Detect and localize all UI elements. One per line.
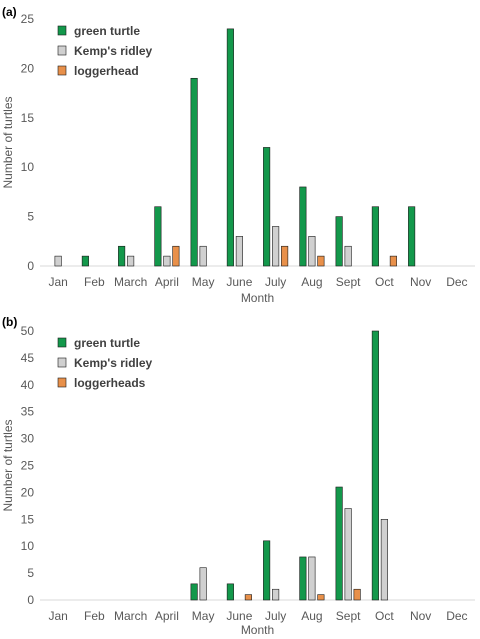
panel-b-chart: (b) Number of turtles Month 0 5 10 15 20 25 30 35 4…	[1, 315, 475, 637]
x-tick-label: March	[114, 275, 147, 289]
y-tick-label: 25	[21, 12, 35, 26]
bar-green-turtle-march	[118, 245, 126, 267]
y-tick-label: 30	[21, 432, 35, 446]
x-tick-label: April	[155, 609, 179, 623]
x-tick-label: Aug	[301, 275, 322, 289]
bar-loggerhead-aug	[317, 255, 325, 267]
y-tick-label: 20	[21, 61, 35, 75]
y-axis-title: Number of turtles	[1, 419, 15, 511]
panel-a-chart: (a) Number of turtles Month 0 5 10 15 20 25 Jan Fe…	[1, 5, 475, 305]
legend-entry: green turtle	[74, 24, 140, 38]
x-tick-label: Aug	[301, 609, 322, 623]
x-tick-label: Nov	[410, 275, 431, 289]
x-tick-label: Sept	[336, 275, 361, 289]
bar-green-turtle-sept	[335, 486, 343, 601]
bar-kemp-s-ridley-may	[199, 567, 207, 601]
y-tick-label: 5	[27, 566, 34, 580]
x-axis-title: Month	[241, 623, 274, 637]
x-tick-label: July	[265, 609, 286, 623]
y-tick-label: 45	[21, 351, 35, 365]
x-tick-label: Feb	[84, 609, 105, 623]
y-tick-label: 35	[21, 405, 35, 419]
x-tick-label: March	[114, 609, 147, 623]
x-tick-label: May	[192, 275, 215, 289]
bar-green-turtle-july	[263, 540, 271, 601]
y-tick-label: 0	[27, 259, 34, 273]
y-tick-label: 40	[21, 378, 35, 392]
x-tick-label: Feb	[84, 275, 105, 289]
bar-kemp-s-ridley-april	[163, 255, 171, 267]
x-tick-label: Jan	[48, 275, 67, 289]
x-tick-label: Dec	[446, 609, 467, 623]
x-tick-label: Oct	[375, 275, 394, 289]
bar-green-turtle-oct	[371, 206, 379, 267]
y-tick-label: 10	[21, 539, 35, 553]
x-tick-label: Oct	[375, 609, 394, 623]
bar-kemp-s-ridley-oct	[380, 518, 388, 601]
bar-kemp-s-ridley-july	[272, 588, 280, 601]
bar-green-turtle-april	[154, 206, 162, 267]
y-tick-label: 10	[21, 160, 35, 174]
legend-swatch	[57, 45, 67, 56]
bar-green-turtle-feb	[81, 255, 89, 267]
panel-label: (a)	[2, 5, 17, 19]
bar-kemp-s-ridley-jan	[54, 255, 62, 267]
bar-loggerheads-june	[244, 594, 252, 601]
legend-swatch	[57, 65, 67, 76]
bar-kemp-s-ridley-sept	[344, 245, 352, 267]
y-axis-title: Number of turtles	[1, 96, 15, 188]
x-tick-label: June	[226, 275, 252, 289]
y-tick-label: 0	[27, 593, 34, 607]
x-axis-title: Month	[241, 291, 274, 305]
legend-swatch	[57, 337, 67, 348]
bar-green-turtle-aug	[299, 186, 307, 267]
x-tick-label: Sept	[336, 609, 361, 623]
x-tick-label: July	[265, 275, 286, 289]
bar-kemp-s-ridley-may	[199, 245, 207, 267]
legend-swatch	[57, 377, 67, 388]
y-tick-label: 20	[21, 485, 35, 499]
bar-kemp-s-ridley-sept	[344, 508, 352, 601]
bar-green-turtle-oct	[371, 330, 379, 601]
legend-entry: loggerhead	[74, 64, 139, 78]
x-tick-label: June	[226, 609, 252, 623]
bar-green-turtle-sept	[335, 216, 343, 267]
x-tick-label: Jan	[48, 609, 67, 623]
x-tick-label: Dec	[446, 275, 467, 289]
x-tick-label: May	[192, 609, 215, 623]
legend-entry: green turtle	[74, 336, 140, 350]
x-tick-label: April	[155, 275, 179, 289]
legend-entry: Kemp's ridley	[74, 356, 153, 370]
legend-swatch	[57, 357, 67, 368]
y-tick-label: 25	[21, 459, 35, 473]
bar-loggerhead-july	[281, 245, 289, 267]
bar-kemp-s-ridley-june	[235, 236, 243, 267]
bar-kemp-s-ridley-aug	[308, 236, 316, 267]
bar-green-turtle-july	[263, 147, 271, 267]
bar-loggerhead-april	[172, 245, 180, 267]
bar-kemp-s-ridley-march	[127, 255, 135, 267]
y-tick-label: 15	[21, 111, 35, 125]
bar-loggerhead-oct	[389, 255, 397, 267]
bar-green-turtle-aug	[299, 556, 307, 601]
y-tick-label: 5	[27, 210, 34, 224]
bar-green-turtle-may	[190, 583, 198, 601]
bar-loggerheads-sept	[353, 588, 361, 601]
legend-swatch	[57, 25, 67, 36]
bar-green-turtle-nov	[408, 206, 416, 267]
panel-label: (b)	[2, 315, 17, 329]
bar-green-turtle-june	[226, 28, 234, 267]
y-tick-label: 50	[21, 324, 35, 338]
bar-kemp-s-ridley-july	[272, 226, 280, 267]
x-tick-label: Nov	[410, 609, 431, 623]
bar-green-turtle-june	[226, 583, 234, 601]
bar-loggerheads-aug	[317, 594, 325, 601]
y-tick-label: 15	[21, 512, 35, 526]
bar-kemp-s-ridley-aug	[308, 556, 316, 601]
legend-entry: Kemp's ridley	[74, 44, 153, 58]
legend-entry: loggerheads	[74, 376, 146, 390]
bar-green-turtle-may	[190, 77, 198, 267]
